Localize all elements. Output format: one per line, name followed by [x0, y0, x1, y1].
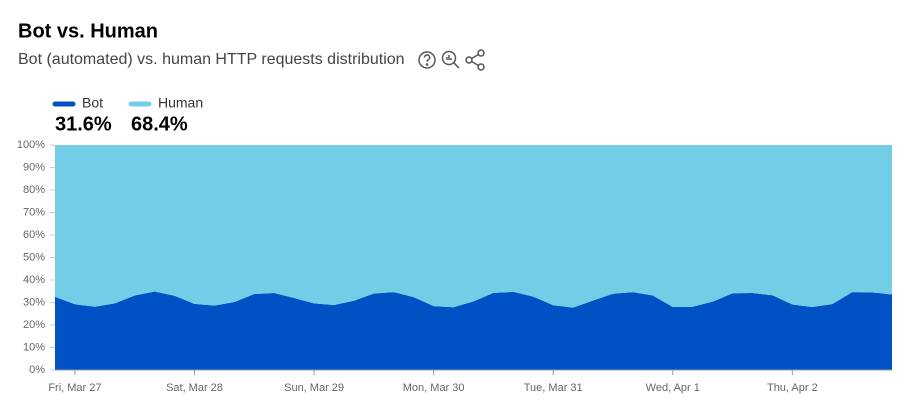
y-tick-label: 90% — [23, 161, 45, 173]
y-tick-label: 70% — [23, 206, 45, 218]
x-tick-label: Mon, Mar 30 — [403, 382, 465, 394]
y-tick-label: 80% — [23, 184, 45, 196]
y-tick-label: 0% — [29, 364, 45, 376]
y-tick-label: 20% — [23, 319, 45, 331]
legend-label: Bot — [82, 95, 103, 111]
share-icon[interactable] — [465, 49, 485, 71]
y-tick-label: 40% — [23, 274, 45, 286]
x-tick-label: Sat, Mar 28 — [166, 382, 223, 394]
y-tick-label: 50% — [23, 251, 45, 263]
explore-icon[interactable] — [441, 50, 460, 69]
area — [55, 145, 892, 308]
area — [55, 291, 892, 370]
y-tick-label: 100% — [17, 139, 45, 151]
legend-label: Human — [158, 95, 203, 111]
x-tick-label: Wed, Apr 1 — [646, 382, 700, 394]
x-tick-label: Sun, Mar 29 — [284, 382, 344, 394]
y-tick-label: 10% — [23, 341, 45, 353]
x-tick-label: Tue, Mar 31 — [524, 382, 583, 394]
chart-subtitle: Bot (automated) vs. human HTTP requests … — [18, 51, 405, 68]
toolbar — [418, 49, 485, 71]
legend-value: 68.4% — [131, 113, 188, 135]
chart-title: Bot vs. Human — [18, 20, 158, 42]
x-tick-label: Fri, Mar 27 — [48, 382, 101, 394]
y-tick-label: 30% — [23, 296, 45, 308]
y-tick-label: 60% — [23, 229, 45, 241]
x-tick-label: Thu, Apr 2 — [767, 382, 818, 394]
help-icon[interactable] — [418, 51, 436, 69]
legend-value: 31.6% — [55, 113, 112, 135]
